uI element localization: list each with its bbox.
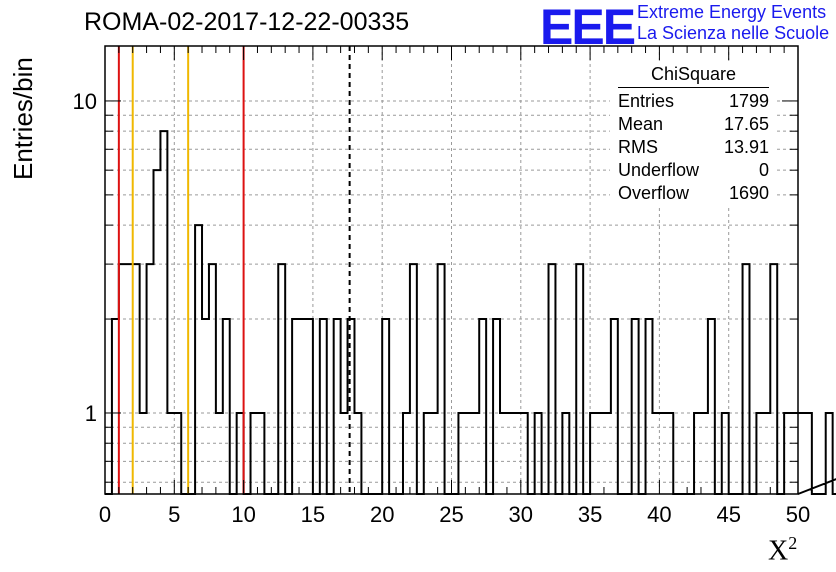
stats-row-mean: Mean 17.65 — [610, 113, 777, 136]
stats-value: 17.65 — [723, 114, 769, 134]
x-tick-label: 25 — [439, 502, 463, 527]
y-tick-label: 10 — [73, 89, 97, 114]
x-axis-label: X2 — [768, 533, 797, 567]
x-tick-label: 5 — [168, 502, 180, 527]
stats-title: ChiSquare — [618, 64, 769, 88]
stats-label: RMS — [618, 137, 658, 157]
stats-value: 0 — [758, 160, 769, 180]
x-tick-label: 35 — [578, 502, 602, 527]
chart-title: ROMA-02-2017-12-22-00335 — [84, 8, 410, 36]
x-tick-label: 0 — [99, 502, 111, 527]
x-tick-label: 15 — [301, 502, 325, 527]
stats-row-underflow: Underflow 0 — [610, 159, 777, 182]
stats-value: 1799 — [728, 91, 769, 111]
x-tick-label: 10 — [231, 502, 255, 527]
stats-value: 1690 — [728, 183, 769, 203]
x-tick-label: 20 — [370, 502, 394, 527]
tagline-1: Extreme Energy Events — [637, 2, 827, 22]
stats-label: Entries — [618, 91, 675, 111]
stats-label: Mean — [618, 114, 664, 134]
x-tick-label: 30 — [509, 502, 533, 527]
x-tick-label: 40 — [647, 502, 671, 527]
eee-logo: EEE — [540, 0, 636, 55]
stats-label: Underflow — [618, 160, 700, 180]
tagline-2: La Scienza nelle Scuole — [637, 23, 830, 43]
y-axis-label: Entries/bin — [8, 57, 38, 180]
y-tick-label: 1 — [85, 401, 97, 426]
stats-label: Overflow — [618, 183, 690, 203]
stats-row-rms: RMS 13.91 — [610, 136, 777, 159]
stats-row-overflow: Overflow 1690 — [610, 182, 777, 205]
x-axis-label-superscript: 2 — [788, 533, 798, 553]
stats-row-entries: Entries 1799 — [610, 90, 777, 113]
x-tick-label: 45 — [716, 502, 740, 527]
x-tick-label: 50 — [786, 502, 810, 527]
x-axis-label-base: X — [768, 535, 789, 567]
stats-box: ChiSquare Entries 1799 Mean 17.65 RMS 13.91… — [610, 64, 777, 205]
stats-value: 13.91 — [723, 137, 769, 157]
